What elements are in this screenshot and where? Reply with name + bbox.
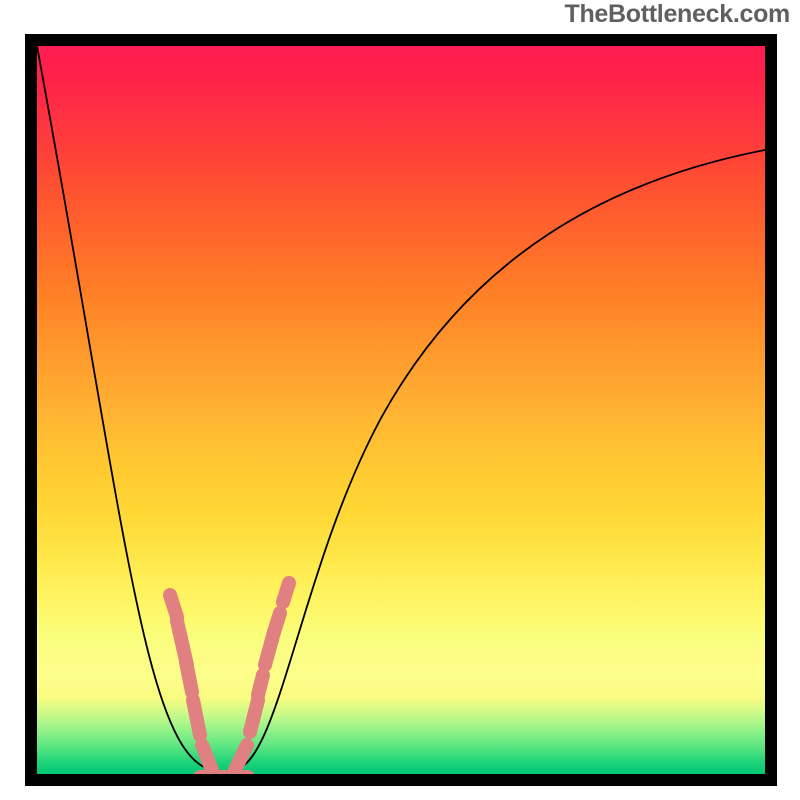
pill-right-4 (274, 613, 280, 632)
pill-right-5 (283, 583, 289, 602)
pill-left-3 (193, 700, 200, 735)
watermark-text: TheBottleneck.com (564, 0, 790, 29)
bottleneck-chart (0, 0, 800, 800)
pill-left-0 (170, 595, 177, 617)
pill-left-2 (186, 662, 192, 692)
pill-right-2 (258, 675, 263, 695)
pill-right-1 (250, 700, 258, 732)
pill-left-4 (202, 745, 212, 770)
plot-area (37, 46, 765, 774)
chart-container: TheBottleneck.com (0, 0, 800, 800)
